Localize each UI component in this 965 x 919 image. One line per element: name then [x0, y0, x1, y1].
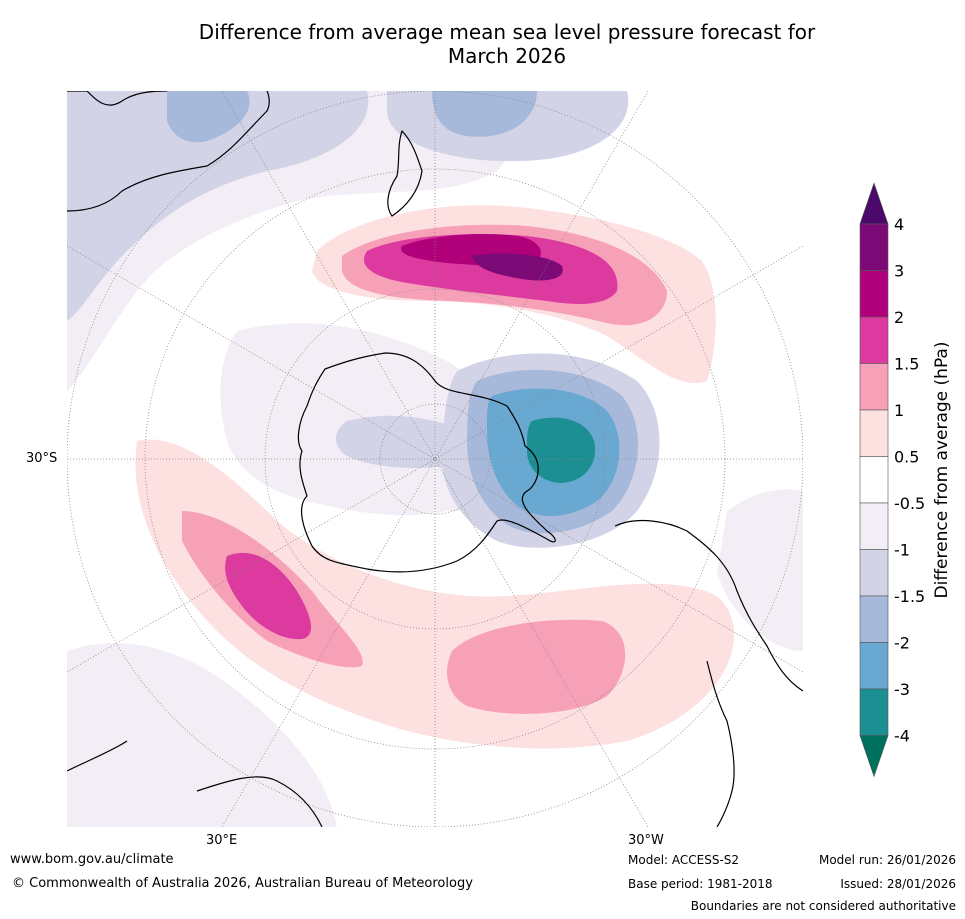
- anomaly-region-pos-bottom-3: [225, 552, 312, 640]
- colorbar-bin: [859, 642, 889, 690]
- anomaly-region-neg-top-right-2: [432, 91, 537, 137]
- colorbar-bin: [859, 270, 889, 318]
- lat-label-30s: 30°S: [26, 451, 58, 466]
- colorbar-bin: [859, 688, 889, 736]
- footer-base-period: Base period: 1981-2018: [628, 877, 773, 891]
- footer-issued: Issued: 28/01/2026: [840, 877, 956, 891]
- colorbar-tick-label: 2: [894, 308, 904, 327]
- colorbar-bin: [859, 316, 889, 364]
- coast-antarctica: [297, 352, 556, 573]
- anomaly-region-low-4: [527, 417, 596, 483]
- graticule: [67, 91, 803, 827]
- colorbar-bin: [859, 223, 889, 271]
- footer-copyright: © Commonwealth of Australia 2026, Austra…: [12, 876, 473, 891]
- coastlines: [67, 91, 803, 827]
- colorbar-bin: [859, 549, 889, 597]
- colorbar-bin: [859, 363, 889, 411]
- colorbar-tick-label: -3: [894, 680, 910, 699]
- anomaly-region-pos-top-5: [472, 253, 563, 281]
- colorbar-bins: [859, 182, 889, 778]
- anomaly-region-neg-bottom-left: [67, 643, 337, 827]
- anomaly-region-neg-top-left-2: [67, 91, 369, 321]
- colorbar-label: Difference from average (hPa): [932, 342, 952, 599]
- lon-label-30w: 30°W: [628, 833, 664, 848]
- southern-hemisphere-map: [67, 91, 803, 827]
- anomaly-region-pos-bottom-4: [447, 619, 626, 714]
- colorbar-ticks: 4 3 2 1.5 1 0.5 -0.5 -1 -1.5 -2 -3 -4: [894, 215, 925, 746]
- coast-australia: [67, 91, 270, 212]
- colorbar-tick-label: 3: [894, 262, 904, 281]
- colorbar-bin: [859, 502, 889, 550]
- anomaly-region-neg-right: [717, 489, 803, 651]
- colorbar-bin: [859, 456, 889, 504]
- coast-new-zealand: [387, 130, 423, 217]
- colorbar-tick-label: 1: [894, 401, 904, 420]
- footer-model: Model: ACCESS-S2: [628, 853, 740, 867]
- colorbar-tick-label: -0.5: [894, 494, 925, 513]
- title-line-2: March 2026: [447, 44, 567, 68]
- footer-disclaimer: Boundaries are not considered authoritat…: [690, 899, 956, 913]
- colorbar: 4 3 2 1.5 1 0.5 -0.5 -1 -1.5 -2 -3 -4 Difference fr…: [859, 182, 952, 778]
- colorbar-tick-label: -1.5: [894, 587, 925, 606]
- colorbar-tick-label: 1.5: [894, 355, 919, 374]
- coast-africa: [67, 740, 323, 827]
- anomaly-region-neg-top-left-3: [167, 91, 250, 143]
- colorbar-tick-label: -2: [894, 634, 910, 653]
- colorbar-tick-label: 4: [894, 215, 904, 234]
- footer-website: www.bom.gov.au/climate: [10, 852, 174, 867]
- coast-south-america: [614, 520, 803, 827]
- colorbar-tick-label: -1: [894, 541, 910, 560]
- title-line-1: Difference from average mean sea level p…: [198, 20, 816, 44]
- colorbar-bin-top-extend: [859, 182, 889, 225]
- colorbar-tick-label: -4: [894, 727, 910, 746]
- chart-title: Difference from average mean sea level p…: [0, 20, 965, 68]
- colorbar-tick-label: 0.5: [894, 448, 919, 467]
- footer-model-run: Model run: 26/01/2026: [818, 853, 956, 867]
- lon-label-30e: 30°E: [206, 833, 238, 848]
- colorbar-bin-bottom-extend: [859, 735, 889, 778]
- colorbar-bin: [859, 595, 889, 643]
- colorbar-bin: [859, 409, 889, 457]
